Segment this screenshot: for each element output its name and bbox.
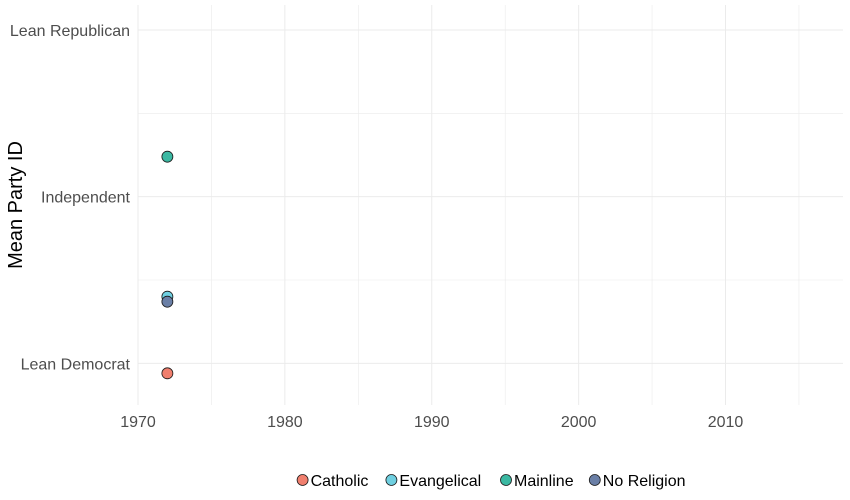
legend-key-evangelical (385, 474, 398, 486)
x-tick-label: 2010 (708, 414, 744, 431)
point-catholic (161, 367, 174, 380)
legend-label-catholic: Catholic (311, 473, 369, 490)
legend-label-evangelical: Evangelical (399, 473, 481, 490)
y-axis-ticks: Lean Democrat Independent Lean Republican (10, 23, 131, 373)
point-mainline (161, 150, 174, 163)
legend-key-no-religion (588, 474, 601, 486)
legend: Catholic Evangelical Mainline No Religion (296, 473, 686, 490)
y-tick-label: Independent (41, 190, 131, 207)
legend-key-mainline (500, 474, 512, 486)
x-tick-label: 2000 (561, 414, 597, 431)
legend-label-mainline: Mainline (514, 473, 574, 490)
y-tick-label: Lean Republican (10, 23, 130, 40)
x-tick-label: 1980 (267, 414, 303, 431)
legend-label-no-religion: No Religion (603, 473, 686, 490)
y-axis-title: Mean Party ID (5, 141, 27, 269)
x-tick-label: 1990 (414, 414, 450, 431)
x-axis-ticks: 1970 1980 1990 2000 2010 (120, 414, 743, 431)
legend-key-catholic (296, 474, 309, 486)
grid (137, 5, 843, 405)
data-points (161, 150, 174, 380)
y-tick-label: Lean Democrat (21, 356, 131, 373)
x-tick-label: 1970 (120, 414, 156, 431)
point-no-religion (161, 295, 174, 308)
